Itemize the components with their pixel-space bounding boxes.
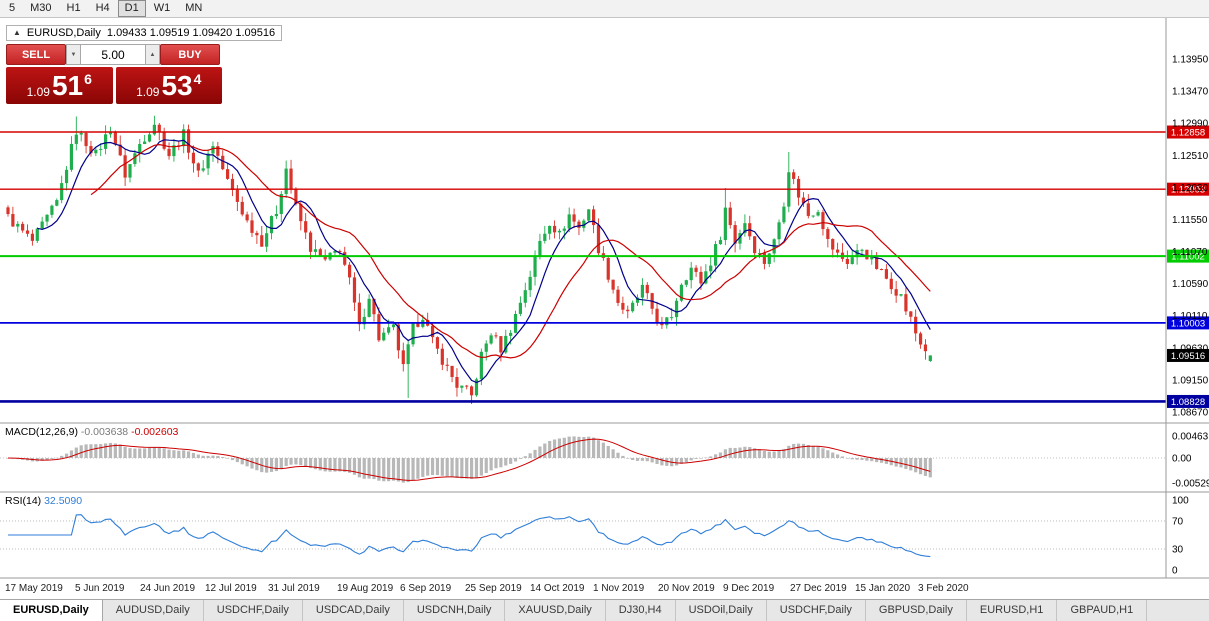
volume-input[interactable]: [81, 44, 145, 65]
rsi-axis-tick: 0: [1172, 566, 1178, 577]
date-label: 6 Sep 2019: [400, 583, 452, 594]
chart-tab-USDCNH-Daily[interactable]: USDCNH,Daily: [404, 600, 506, 621]
date-label: 1 Nov 2019: [593, 583, 645, 594]
candles-layer: [6, 115, 932, 404]
macd-indicator-label: MACD(12,26,9) -0.003638 -0.002603: [5, 426, 179, 438]
rsi-layer: [0, 514, 1166, 558]
rsi-axis-tick: 100: [1172, 496, 1189, 507]
sell-quote-panel[interactable]: 1.09 51 6: [6, 67, 113, 104]
buy-price-point: 4: [193, 71, 202, 87]
date-label: 19 Aug 2019: [337, 583, 394, 594]
sell-button[interactable]: SELL: [6, 44, 66, 65]
current-price-label: [1167, 348, 1209, 362]
price-level-label-text: 1.08828: [1171, 397, 1205, 408]
timeframe-button-H1[interactable]: H1: [66, 2, 81, 14]
chart-tab-bar: EURUSD,Daily AUDUSD,Daily USDCHF,Daily USDC…: [0, 599, 1209, 621]
price-axis-tick: 1.12510: [1172, 151, 1209, 162]
timeframe-button-H4[interactable]: H4: [95, 2, 110, 14]
price-level-label-text: 1.10003: [1171, 318, 1205, 329]
date-label: 17 May 2019: [5, 583, 63, 594]
volume-decrease-button[interactable]: ▼: [66, 44, 81, 65]
chart-tab-GBPAUD-H1[interactable]: GBPAUD,H1: [1057, 600, 1148, 621]
price-axis-tick: 1.09630: [1172, 343, 1209, 354]
timeframe-button-M30[interactable]: M30: [30, 2, 52, 14]
date-label: 9 Dec 2019: [723, 583, 775, 594]
price-level-label-1.12858: [1167, 125, 1209, 139]
chart-window: 1.12858 1.12003 1.11002 1.10003 1.08828 1.139…: [0, 18, 1209, 599]
volume-increase-button[interactable]: ▲: [145, 44, 160, 65]
macd-axis-tick: 0.00463: [1172, 431, 1209, 442]
moving-average-line-18: [90, 143, 931, 359]
price-level-label-1.12003: [1167, 182, 1209, 196]
price-axis-tick: 1.13950: [1172, 55, 1209, 66]
price-axis-tick: 1.09150: [1172, 375, 1209, 386]
price-axis-tick: 1.08670: [1172, 408, 1209, 419]
triangle-up-icon: ▲: [149, 51, 156, 58]
price-axis-tick: 1.13470: [1172, 87, 1209, 98]
date-label: 20 Nov 2019: [658, 583, 715, 594]
ohlc-values: 1.09433 1.09519 1.09420 1.09516: [106, 27, 276, 39]
chart-tab-USDCHF-Daily[interactable]: USDCHF,Daily: [767, 600, 866, 621]
rsi-indicator-label: RSI(14) 32.5090: [5, 495, 82, 507]
price-level-label-text: 1.12858: [1171, 128, 1205, 139]
chart-symbol-header: ▲ EURUSD,Daily 1.09433 1.09519 1.09420 1…: [6, 25, 283, 41]
chart-tab-EURUSD-H1[interactable]: EURUSD,H1: [967, 600, 1058, 621]
macd-layer: [0, 436, 1166, 483]
price-level-label-1.11002: [1167, 249, 1209, 263]
price-level-label-text: 1.11002: [1171, 252, 1205, 263]
date-label: 14 Oct 2019: [530, 583, 585, 594]
timeframe-toolbar: 5 M30 H1 H4 D1 W1 MN: [0, 0, 1209, 18]
price-axis-tick: 1.10590: [1172, 279, 1209, 290]
chart-tab-AUDUSD-Daily[interactable]: AUDUSD,Daily: [103, 600, 204, 621]
buy-button[interactable]: BUY: [160, 44, 220, 65]
current-price-label-text: 1.09516: [1171, 351, 1205, 362]
price-level-label-text: 1.12003: [1171, 185, 1205, 196]
buy-price-pips: 53: [161, 70, 193, 101]
collapse-trade-panel-icon[interactable]: ▲: [13, 28, 21, 37]
date-label: 12 Jul 2019: [205, 583, 257, 594]
chart-canvas[interactable]: 1.12858 1.12003 1.11002 1.10003 1.08828 1.139…: [0, 18, 1209, 599]
symbol-period-label: EURUSD,Daily: [26, 27, 101, 39]
price-axis-tick: 1.12030: [1172, 183, 1209, 194]
chart-tab-EURUSD-Daily[interactable]: EURUSD,Daily: [0, 600, 103, 621]
price-axis-tick: 1.11070: [1172, 247, 1208, 258]
macd-signal-line: [7, 438, 931, 481]
date-label: 25 Sep 2019: [465, 583, 522, 594]
chart-tab-USDOil-Daily[interactable]: USDOil,Daily: [676, 600, 767, 621]
macd-axis-tick: -0.00529: [1172, 479, 1209, 490]
timeframe-button-MN[interactable]: MN: [185, 2, 203, 14]
chart-tab-USDCAD-Daily[interactable]: USDCAD,Daily: [303, 600, 404, 621]
chart-tab-DJ30-H4[interactable]: DJ30,H4: [606, 600, 676, 621]
rsi-axis-tick: 30: [1172, 545, 1184, 556]
rsi-line: [8, 514, 931, 558]
timeframe-button-D1[interactable]: D1: [117, 0, 146, 17]
price-level-label-1.10003: [1167, 316, 1209, 330]
one-click-trading-panel: SELL ▼ ▲ BUY 1.09 51 6 1.09 53 4: [6, 44, 222, 104]
buy-quote-panel[interactable]: 1.09 53 4: [115, 67, 222, 104]
date-label: 31 Jul 2019: [268, 583, 320, 594]
timeframe-button-W1[interactable]: W1: [153, 2, 171, 14]
moving-average-line-7: [37, 139, 931, 384]
macd-axis-tick: 0.00: [1172, 454, 1192, 465]
date-label: 3 Feb 2020: [918, 583, 969, 594]
sell-price-pips: 51: [51, 70, 84, 101]
sell-price-point: 6: [84, 71, 92, 87]
rsi-axis-tick: 70: [1172, 517, 1184, 528]
date-label: 27 Dec 2019: [790, 583, 847, 594]
chart-tab-XAUUSD-Daily[interactable]: XAUUSD,Daily: [505, 600, 606, 621]
buy-price-figure: 1.09: [136, 85, 160, 99]
chart-tab-USDCHF-Daily[interactable]: USDCHF,Daily: [204, 600, 303, 621]
date-label: 24 Jun 2019: [140, 583, 195, 594]
price-axis-tick: 1.10110: [1172, 311, 1208, 322]
price-axis-tick: 1.11550: [1172, 215, 1208, 226]
triangle-down-icon: ▼: [70, 51, 77, 58]
date-label: 15 Jan 2020: [855, 583, 910, 594]
price-axis-tick: 1.12990: [1172, 119, 1209, 130]
chart-tab-GBPUSD-Daily[interactable]: GBPUSD,Daily: [866, 600, 967, 621]
timeframe-button-5[interactable]: 5: [9, 2, 16, 14]
sell-price-figure: 1.09: [26, 85, 50, 99]
date-label: 5 Jun 2019: [75, 583, 125, 594]
price-level-label-1.08828: [1167, 394, 1209, 408]
